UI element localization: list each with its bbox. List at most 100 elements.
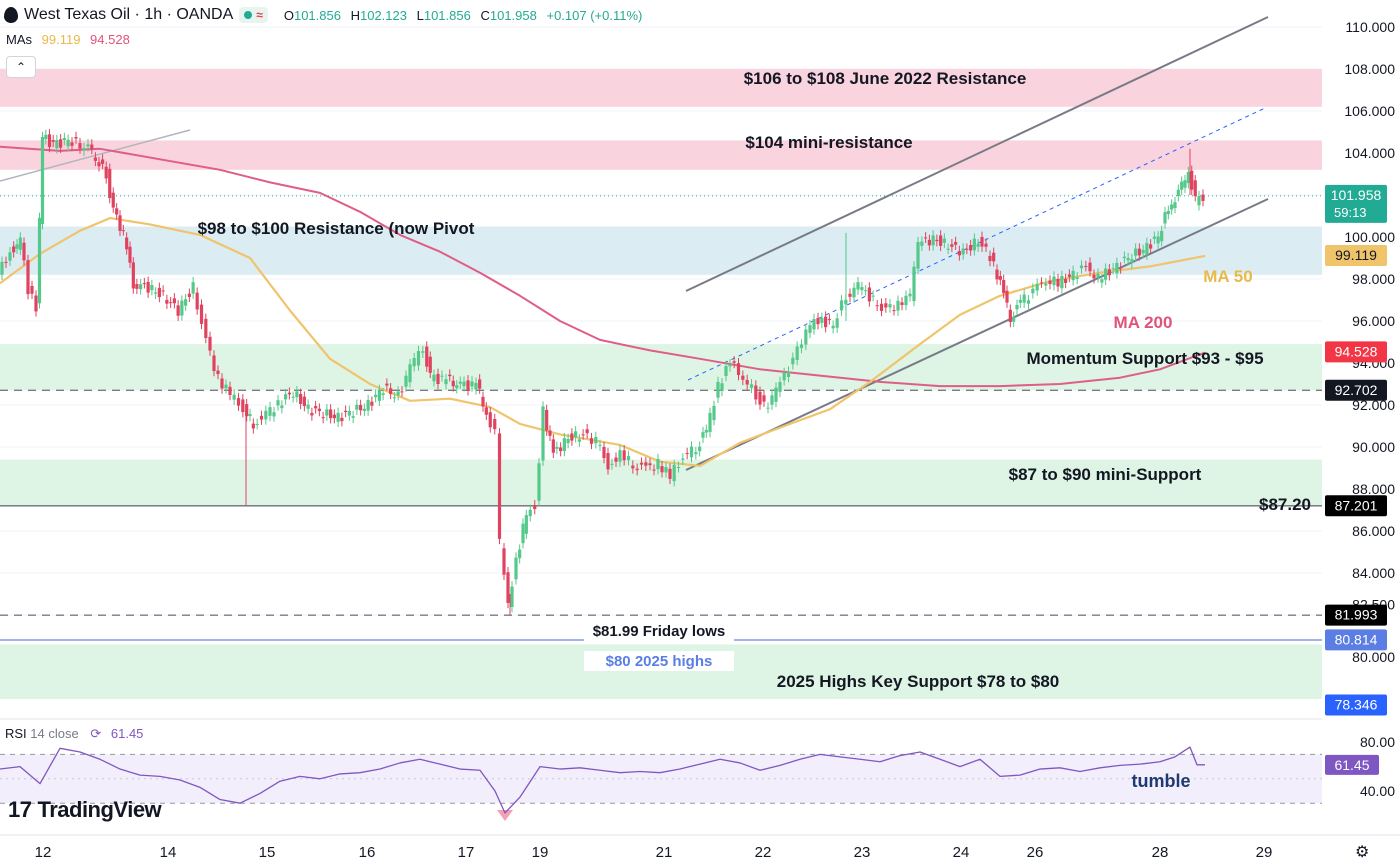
price-tag — [1325, 604, 1387, 626]
market-status-badge[interactable]: ≈ — [239, 7, 268, 23]
close-label: C — [480, 7, 490, 23]
moving-averages-legend[interactable]: MAs 99.119 94.528 — [6, 32, 130, 47]
candle-body — [1100, 279, 1104, 283]
candle-body — [101, 159, 105, 164]
candle-body — [518, 549, 522, 559]
candle-body — [30, 285, 34, 294]
price-tag-label: 87.201 — [1335, 497, 1378, 513]
candle-body — [1035, 283, 1039, 291]
candle-body — [412, 358, 416, 367]
time-tick-label: 15 — [259, 844, 276, 861]
candle-body — [1092, 274, 1096, 279]
candle-body — [791, 357, 795, 365]
time-tick-label: 21 — [656, 844, 673, 861]
candle-body — [1173, 202, 1177, 209]
candle-body — [1002, 279, 1006, 294]
candle-body — [1044, 283, 1048, 286]
candle-body — [314, 406, 318, 409]
candle-body — [1145, 242, 1149, 255]
candle-body — [920, 241, 924, 246]
candle-body — [161, 290, 165, 292]
candle-body — [812, 319, 816, 330]
refresh-icon[interactable]: ⟳ — [90, 726, 102, 741]
candle-body — [835, 318, 839, 328]
price-tag — [1325, 184, 1387, 223]
candle-body — [165, 299, 169, 304]
symbol-title[interactable]: West Texas Oil · 1h · OANDA — [24, 6, 234, 23]
channel-mid-line — [687, 107, 1266, 381]
symbol-header: West Texas Oil · 1h · OANDA ≈ O101.856 H… — [4, 4, 642, 26]
candle-body — [884, 303, 888, 308]
candle-body — [935, 239, 939, 242]
rsi-oversold-fill — [497, 810, 513, 821]
candle-body — [359, 404, 363, 411]
candle-body — [436, 373, 440, 384]
candle-body — [1201, 194, 1205, 201]
candle-body — [329, 409, 333, 419]
candle-body — [389, 388, 393, 394]
time-tick-label: 22 — [755, 844, 772, 861]
candle-body — [957, 250, 961, 256]
candle-body — [664, 467, 668, 473]
collapse-legend-button[interactable]: ⌃ — [6, 56, 36, 78]
candle-body — [108, 168, 112, 199]
candle-body — [524, 515, 528, 534]
price-tick-label: 86.000 — [1352, 523, 1395, 539]
candle-body — [1052, 276, 1056, 286]
candle-body — [1088, 262, 1092, 272]
rsi-legend[interactable]: RSI 14 close ⟳ 61.45 — [5, 726, 143, 742]
candle-body — [570, 433, 574, 441]
candle-body — [299, 393, 303, 404]
candle-body — [451, 380, 455, 387]
candle-body — [1134, 248, 1138, 256]
candle-body — [720, 383, 724, 392]
candle-body — [180, 300, 184, 316]
candle-body — [111, 192, 115, 208]
candle-body — [251, 423, 255, 429]
candle-body — [59, 139, 63, 148]
candle-body — [55, 140, 59, 149]
candle-body — [804, 329, 808, 345]
candle-body — [566, 438, 570, 444]
candle-body — [950, 244, 954, 247]
candle-body — [762, 395, 766, 402]
candle-body — [131, 262, 135, 289]
candle-body — [758, 391, 762, 405]
candle-body — [860, 287, 864, 291]
candle-body — [900, 302, 904, 306]
candle-body — [1193, 180, 1197, 197]
candle-body — [150, 285, 154, 291]
candle-body — [199, 304, 204, 324]
candle-body — [908, 293, 912, 297]
candle-body — [248, 414, 252, 416]
gear-icon[interactable]: ⚙ — [1355, 844, 1370, 861]
time-tick-label: 24 — [953, 844, 970, 861]
price-tag-label: 78.346 — [1335, 697, 1378, 713]
price-axis: 110.000 108.000 106.000 104.000 100.000 98.00… — [1322, 0, 1400, 820]
candle-body — [18, 237, 22, 250]
open-value: 101.856 — [293, 7, 341, 23]
candle-body — [97, 162, 101, 167]
candle-body — [169, 302, 173, 304]
candle-body — [1039, 282, 1044, 284]
rsi-line — [0, 746, 1205, 814]
ma200-label: MA 200 — [1114, 313, 1173, 332]
high-label: H — [350, 7, 360, 23]
candle-body — [1137, 248, 1141, 256]
candle-body — [548, 430, 552, 436]
candle-body — [216, 370, 220, 375]
close-value: 101.958 — [489, 7, 537, 23]
price-tag-label: 80.814 — [1335, 631, 1378, 647]
candle-body — [1160, 230, 1164, 242]
time-axis: 12 14 15 16 17 19 21 22 23 24 26 28 29 — [0, 834, 1400, 861]
candle-body — [521, 523, 525, 544]
tradingview-logo[interactable]: 17 TradingView — [8, 797, 162, 823]
candle-body — [939, 235, 943, 246]
candle-body — [510, 586, 514, 608]
candle-body — [325, 409, 329, 416]
time-tick-label: 16 — [359, 844, 376, 861]
candle-body — [896, 300, 900, 311]
candle-body — [264, 410, 268, 420]
candle-body — [992, 252, 996, 262]
